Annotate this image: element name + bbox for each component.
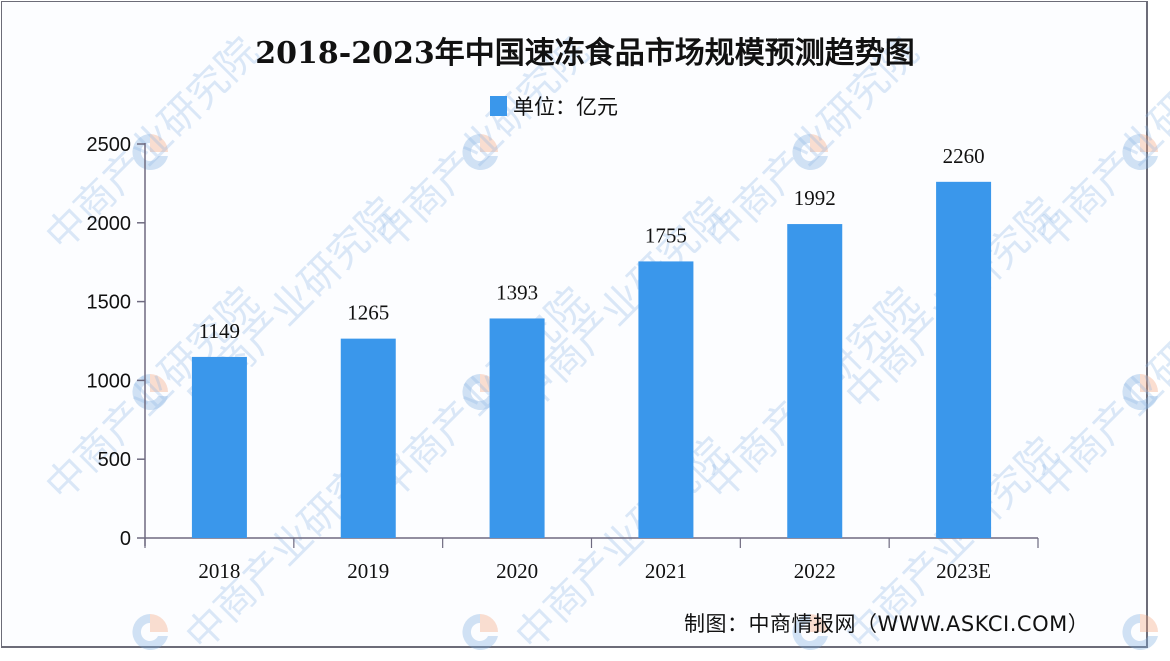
x-tick-label: 2023E [936, 559, 991, 583]
y-axis: 0 500 1000 1500 2000 2500 [87, 134, 146, 550]
y-tick-label: 2500 [87, 134, 132, 156]
bar [638, 261, 694, 538]
x-tick-label: 2018 [198, 559, 240, 583]
bar-value-label: 1992 [794, 186, 836, 210]
x-tick-label: 2019 [347, 559, 389, 583]
y-tick-label: 0 [120, 528, 131, 550]
legend-swatch [490, 96, 507, 116]
bar [340, 338, 396, 538]
bar-value-label: 1393 [496, 280, 538, 304]
source-credit: 制图：中商情报网（WWW.ASKCI.COM） [684, 612, 1090, 636]
y-tick-label: 500 [98, 449, 131, 471]
bar [787, 224, 843, 539]
bar-value-label: 2260 [943, 144, 985, 168]
bar [489, 318, 545, 538]
legend-label: 单位：亿元 [513, 95, 618, 119]
x-tick-label: 2021 [645, 559, 687, 583]
x-tick-label: 2022 [794, 559, 836, 583]
bar [936, 181, 992, 538]
bar-value-label: 1149 [199, 319, 240, 343]
y-tick-label: 1500 [87, 292, 132, 314]
bar-value-label: 1755 [645, 223, 687, 247]
bar [191, 356, 247, 538]
y-tick-label: 1000 [87, 370, 132, 392]
x-tick-label: 2020 [496, 559, 538, 583]
chart-title: 2018-2023年中国速冻食品市场规模预测趋势图 [255, 36, 915, 71]
x-axis: 2018 2019 2020 2021 2022 2023E [144, 537, 1039, 583]
y-tick-label: 2000 [87, 213, 132, 235]
bar-value-label: 1265 [347, 301, 389, 325]
bars: 1149 1265 1393 1755 1992 2260 [191, 144, 992, 539]
legend: 单位：亿元 [490, 92, 618, 120]
